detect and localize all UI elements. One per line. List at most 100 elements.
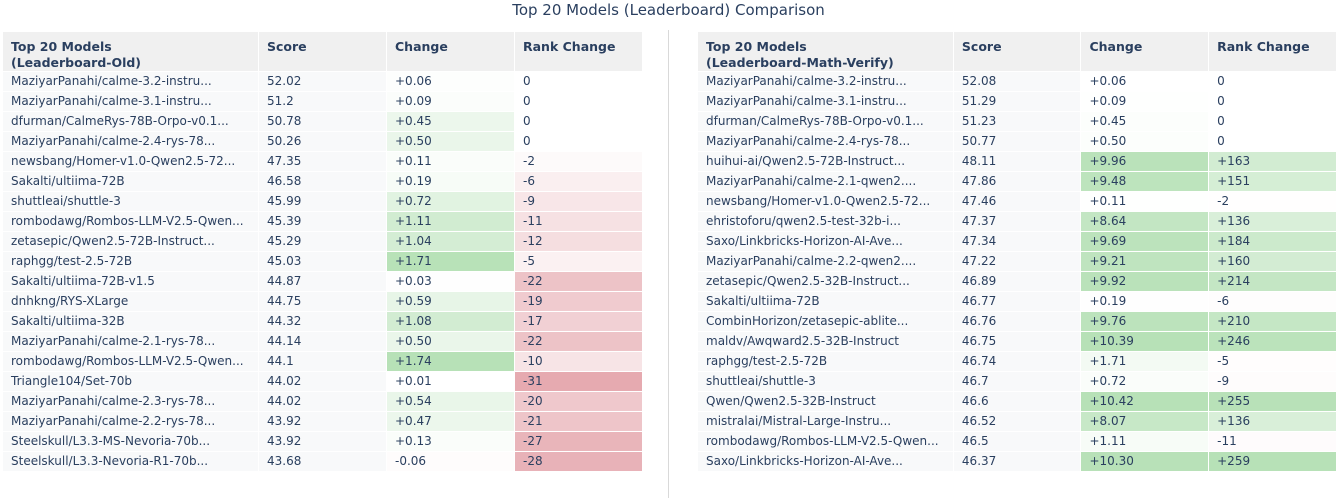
rank-change-cell: +136 <box>1208 211 1337 232</box>
table-row: CombinHorizon/zetasepic-ablite... 46.76 +9… <box>697 311 1337 332</box>
score-cell: 45.29 <box>258 231 387 252</box>
change-cell: +0.19 <box>1080 291 1210 312</box>
header-change: Change <box>1080 31 1210 72</box>
change-cell: +1.11 <box>1080 431 1210 452</box>
model-cell: newsbang/Homer-v1.0-Qwen2.5-72... <box>2 151 259 172</box>
score-cell: 43.92 <box>258 411 387 432</box>
model-cell: newsbang/Homer-v1.0-Qwen2.5-72... <box>697 191 954 212</box>
score-cell: 47.86 <box>952 171 1082 192</box>
table-row: rombodawg/Rombos-LLM-V2.5-Qwen... 46.5 +1.… <box>697 431 1337 452</box>
model-cell: shuttleai/shuttle-3 <box>697 371 954 392</box>
score-cell: 51.29 <box>952 91 1082 112</box>
table-row: Saxo/Linkbricks-Horizon-AI-Ave... 47.34 +9… <box>697 231 1337 252</box>
table-row: MaziyarPanahi/calme-3.2-instru... 52.02 +0… <box>2 71 643 92</box>
table-row: maldv/Awqward2.5-32B-Instruct 46.75 +10.39… <box>697 331 1337 352</box>
score-cell: 47.46 <box>952 191 1082 212</box>
change-cell: +10.39 <box>1080 331 1210 352</box>
rank-change-cell: 0 <box>514 91 643 112</box>
score-cell: 43.68 <box>258 451 387 472</box>
score-cell: 46.89 <box>952 271 1082 292</box>
header-change: Change <box>386 31 515 72</box>
rank-change-cell: -5 <box>514 251 643 272</box>
score-cell: 44.14 <box>258 331 387 352</box>
rank-change-cell: +259 <box>1208 451 1337 472</box>
table-header-row: Top 20 Models (Leaderboard-Math-Verify) … <box>697 31 1337 72</box>
model-cell: shuttleai/shuttle-3 <box>2 191 259 212</box>
header-model-line-1: Top 20 Models <box>11 39 112 54</box>
header-rank-change: Rank Change <box>514 31 643 72</box>
table-row: MaziyarPanahi/calme-3.2-instru... 52.08 +0… <box>697 71 1337 92</box>
score-cell: 44.02 <box>258 391 387 412</box>
header-model-line-1: Top 20 Models <box>706 39 807 54</box>
score-cell: 50.26 <box>258 131 387 152</box>
change-cell: +9.21 <box>1080 251 1210 272</box>
model-cell: dfurman/CalmeRys-78B-Orpo-v0.1... <box>2 111 259 132</box>
score-cell: 46.5 <box>952 431 1082 452</box>
table-row: Steelskull/L3.3-MS-Nevoria-70b... 43.92 +0… <box>2 431 643 452</box>
change-cell: +9.76 <box>1080 311 1210 332</box>
rank-change-cell: -11 <box>514 211 643 232</box>
model-cell: raphgg/test-2.5-72B <box>2 251 259 272</box>
model-cell: MaziyarPanahi/calme-2.4-rys-78... <box>697 131 954 152</box>
table-row: Steelskull/L3.3-Nevoria-R1-70b... 43.68 -0… <box>2 451 643 472</box>
leaderboard-old-table: Top 20 Models (Leaderboard-Old) Score Ch… <box>2 31 643 472</box>
score-cell: 51.23 <box>952 111 1082 132</box>
table-row: MaziyarPanahi/calme-2.1-rys-78... 44.14 +0… <box>2 331 643 352</box>
change-cell: +8.07 <box>1080 411 1210 432</box>
rank-change-cell: -2 <box>1208 191 1337 212</box>
change-cell: +0.72 <box>386 191 515 212</box>
rank-change-cell: -19 <box>514 291 643 312</box>
rank-change-cell: +210 <box>1208 311 1337 332</box>
table-row: Sakalti/ultiima-72B 46.58 +0.19 -6 <box>2 171 643 192</box>
model-cell: MaziyarPanahi/calme-3.1-instru... <box>697 91 954 112</box>
change-cell: +0.01 <box>386 371 515 392</box>
rank-change-cell: +214 <box>1208 271 1337 292</box>
table-row: MaziyarPanahi/calme-2.4-rys-78... 50.26 +0… <box>2 131 643 152</box>
table-row: MaziyarPanahi/calme-2.2-rys-78... 43.92 +0… <box>2 411 643 432</box>
model-cell: dfurman/CalmeRys-78B-Orpo-v0.1... <box>697 111 954 132</box>
table-row: raphgg/test-2.5-72B 45.03 +1.71 -5 <box>2 251 643 272</box>
model-cell: rombodawg/Rombos-LLM-V2.5-Qwen... <box>697 431 954 452</box>
change-cell: +9.92 <box>1080 271 1210 292</box>
model-cell: MaziyarPanahi/calme-2.2-qwen2.... <box>697 251 954 272</box>
table-row: Sakalti/ultiima-72B-v1.5 44.87 +0.03 -22 <box>2 271 643 292</box>
model-cell: Sakalti/ultiima-72B-v1.5 <box>2 271 259 292</box>
score-cell: 46.76 <box>952 311 1082 332</box>
change-cell: +1.71 <box>386 251 515 272</box>
table-row: Qwen/Qwen2.5-32B-Instruct 46.6 +10.42 +255 <box>697 391 1337 412</box>
model-cell: MaziyarPanahi/calme-3.2-instru... <box>2 71 259 92</box>
table-row: rombodawg/Rombos-LLM-V2.5-Qwen... 45.39 +1… <box>2 211 643 232</box>
change-cell: +0.45 <box>386 111 515 132</box>
table-row: dnhkng/RYS-XLarge 44.75 +0.59 -19 <box>2 291 643 312</box>
table-divider <box>668 30 669 498</box>
model-cell: maldv/Awqward2.5-32B-Instruct <box>697 331 954 352</box>
model-cell: Sakalti/ultiima-72B <box>697 291 954 312</box>
model-cell: huihui-ai/Qwen2.5-72B-Instruct... <box>697 151 954 172</box>
change-cell: -0.06 <box>386 451 515 472</box>
rank-change-cell: -22 <box>514 271 643 292</box>
score-cell: 47.37 <box>952 211 1082 232</box>
model-cell: dnhkng/RYS-XLarge <box>2 291 259 312</box>
score-cell: 52.08 <box>952 71 1082 92</box>
rank-change-cell: 0 <box>514 131 643 152</box>
score-cell: 46.37 <box>952 451 1082 472</box>
model-cell: MaziyarPanahi/calme-2.4-rys-78... <box>2 131 259 152</box>
rank-change-cell: -31 <box>514 371 643 392</box>
model-cell: zetasepic/Qwen2.5-32B-Instruct... <box>697 271 954 292</box>
change-cell: +1.11 <box>386 211 515 232</box>
score-cell: 45.39 <box>258 211 387 232</box>
model-cell: MaziyarPanahi/calme-3.2-instru... <box>697 71 954 92</box>
table-row: MaziyarPanahi/calme-2.3-rys-78... 44.02 +0… <box>2 391 643 412</box>
leaderboard-math-verify-table: Top 20 Models (Leaderboard-Math-Verify) … <box>697 31 1337 472</box>
table-row: dfurman/CalmeRys-78B-Orpo-v0.1... 50.78 +0… <box>2 111 643 132</box>
table-row: dfurman/CalmeRys-78B-Orpo-v0.1... 51.23 +0… <box>697 111 1337 132</box>
rank-change-cell: +255 <box>1208 391 1337 412</box>
change-cell: +0.13 <box>386 431 515 452</box>
model-cell: rombodawg/Rombos-LLM-V2.5-Qwen... <box>2 211 259 232</box>
rank-change-cell: -12 <box>514 231 643 252</box>
table-row: Saxo/Linkbricks-Horizon-AI-Ave... 46.37 +1… <box>697 451 1337 472</box>
header-model-line-2: (Leaderboard-Math-Verify) <box>706 55 894 70</box>
score-cell: 44.87 <box>258 271 387 292</box>
table-row: MaziyarPanahi/calme-3.1-instru... 51.2 +0.… <box>2 91 643 112</box>
model-cell: Saxo/Linkbricks-Horizon-AI-Ave... <box>697 231 954 252</box>
